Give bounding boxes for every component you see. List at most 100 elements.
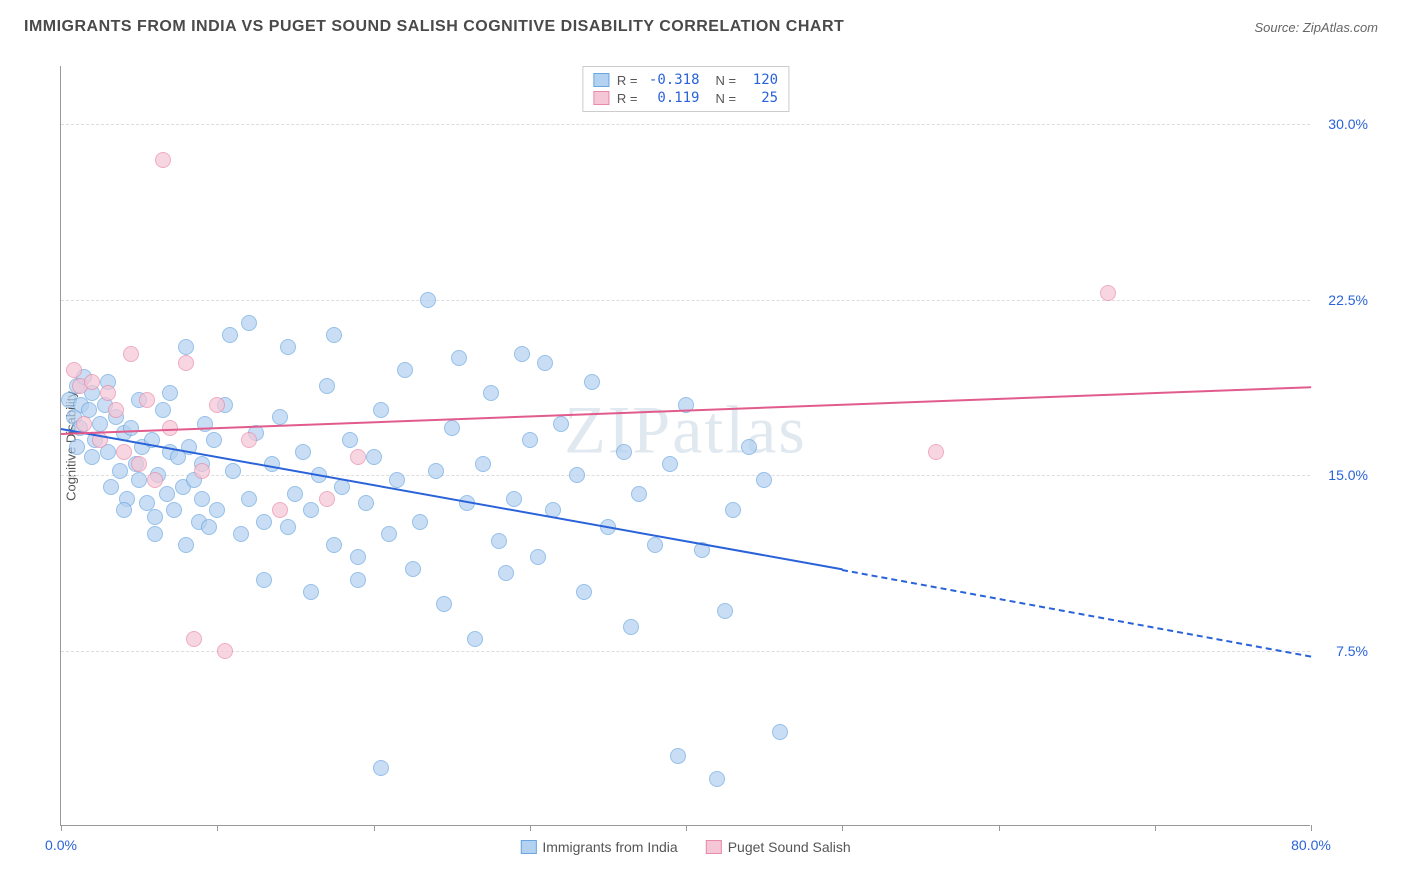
scatter-point-india: [397, 362, 413, 378]
scatter-point-india: [69, 439, 85, 455]
scatter-point-india: [662, 456, 678, 472]
scatter-point-india: [366, 449, 382, 465]
y-tick-label: 30.0%: [1328, 116, 1368, 132]
scatter-point-india: [756, 472, 772, 488]
scatter-point-india: [350, 549, 366, 565]
scatter-point-india: [491, 533, 507, 549]
scatter-point-india: [233, 526, 249, 542]
scatter-point-india: [256, 514, 272, 530]
scatter-point-india: [350, 572, 366, 588]
scatter-point-india: [178, 339, 194, 355]
gridline: [61, 124, 1310, 125]
scatter-point-india: [256, 572, 272, 588]
scatter-point-india: [616, 444, 632, 460]
scatter-point-india: [123, 420, 139, 436]
scatter-point-salish: [84, 374, 100, 390]
scatter-point-india: [326, 327, 342, 343]
x-tick: [999, 825, 1000, 831]
scatter-point-india: [451, 350, 467, 366]
scatter-point-india: [647, 537, 663, 553]
scatter-point-salish: [217, 643, 233, 659]
scatter-point-india: [155, 402, 171, 418]
legend-item-label: Puget Sound Salish: [728, 839, 851, 855]
x-tick: [1155, 825, 1156, 831]
legend-series: Immigrants from India Puget Sound Salish: [520, 839, 850, 855]
scatter-point-india: [530, 549, 546, 565]
scatter-point-salish: [186, 631, 202, 647]
scatter-point-india: [717, 603, 733, 619]
scatter-point-india: [272, 409, 288, 425]
scatter-point-india: [576, 584, 592, 600]
x-tick: [217, 825, 218, 831]
scatter-point-india: [623, 619, 639, 635]
scatter-point-india: [194, 491, 210, 507]
legend-r-label: R =: [617, 91, 638, 106]
x-tick: [842, 825, 843, 831]
scatter-point-india: [584, 374, 600, 390]
scatter-point-india: [201, 519, 217, 535]
scatter-point-salish: [108, 402, 124, 418]
scatter-point-salish: [194, 463, 210, 479]
scatter-point-india: [436, 596, 452, 612]
x-tick: [530, 825, 531, 831]
scatter-point-india: [326, 537, 342, 553]
scatter-point-india: [483, 385, 499, 401]
scatter-point-salish: [139, 392, 155, 408]
scatter-point-india: [444, 420, 460, 436]
scatter-point-india: [381, 526, 397, 542]
legend-swatch: [706, 840, 722, 854]
scatter-point-salish: [272, 502, 288, 518]
legend-r-value: -0.318: [646, 72, 700, 88]
scatter-point-india: [280, 339, 296, 355]
scatter-point-india: [506, 491, 522, 507]
scatter-point-salish: [131, 456, 147, 472]
scatter-point-india: [537, 355, 553, 371]
scatter-point-salish: [1100, 285, 1116, 301]
scatter-point-salish: [147, 472, 163, 488]
scatter-point-india: [162, 385, 178, 401]
scatter-point-india: [303, 502, 319, 518]
gridline: [61, 651, 1310, 652]
scatter-point-india: [103, 479, 119, 495]
legend-n-value: 25: [744, 90, 778, 106]
scatter-point-india: [264, 456, 280, 472]
legend-n-label: N =: [716, 91, 737, 106]
trend-line: [842, 569, 1311, 657]
scatter-point-india: [116, 502, 132, 518]
legend-n-value: 120: [744, 72, 778, 88]
scatter-point-india: [178, 537, 194, 553]
scatter-point-india: [319, 378, 335, 394]
y-tick-label: 7.5%: [1336, 643, 1368, 659]
scatter-point-india: [420, 292, 436, 308]
scatter-point-india: [467, 631, 483, 647]
legend-swatch: [593, 91, 609, 105]
scatter-point-india: [303, 584, 319, 600]
gridline: [61, 300, 1310, 301]
legend-item-label: Immigrants from India: [542, 839, 677, 855]
scatter-point-india: [498, 565, 514, 581]
scatter-point-salish: [123, 346, 139, 362]
gridline: [61, 475, 1310, 476]
x-tick: [374, 825, 375, 831]
scatter-point-india: [405, 561, 421, 577]
legend-correlation-box: R = -0.318 N = 120R = 0.119 N = 25: [582, 66, 789, 112]
scatter-point-salish: [155, 152, 171, 168]
scatter-point-india: [280, 519, 296, 535]
scatter-point-india: [373, 760, 389, 776]
scatter-point-india: [412, 514, 428, 530]
scatter-point-india: [166, 502, 182, 518]
scatter-point-india: [159, 486, 175, 502]
legend-stat-row: R = 0.119 N = 25: [593, 89, 778, 107]
scatter-point-india: [112, 463, 128, 479]
scatter-point-india: [725, 502, 741, 518]
legend-r-value: 0.119: [646, 90, 700, 106]
scatter-point-salish: [241, 432, 257, 448]
scatter-point-india: [222, 327, 238, 343]
x-tick-label: 0.0%: [45, 837, 77, 853]
x-tick: [61, 825, 62, 831]
scatter-point-india: [241, 491, 257, 507]
x-tick: [686, 825, 687, 831]
scatter-point-salish: [178, 355, 194, 371]
scatter-point-india: [631, 486, 647, 502]
plot-area: ZIPatlas R =-0.318N =120R =0.119N =25 Im…: [60, 66, 1310, 826]
